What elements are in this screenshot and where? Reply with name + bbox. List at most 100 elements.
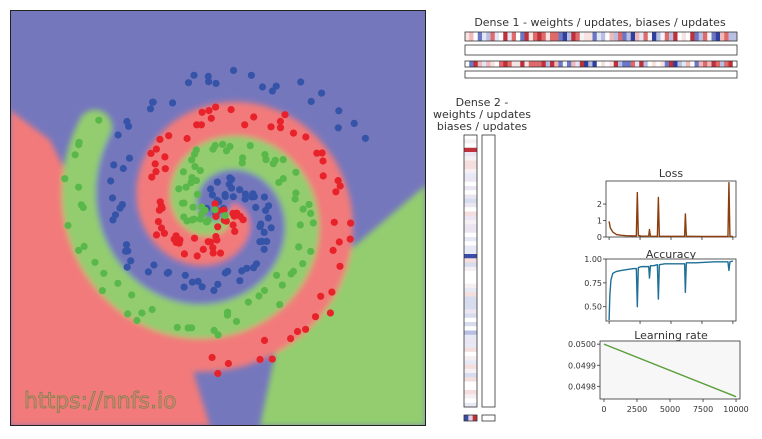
red-data-point — [152, 168, 160, 176]
dense2-weight-cell — [464, 368, 477, 374]
green-data-point — [204, 216, 212, 224]
blue-data-point — [268, 87, 276, 95]
red-data-point — [224, 359, 232, 368]
dense1-weight-cell — [533, 32, 538, 41]
blue-data-point — [125, 154, 134, 162]
red-data-point — [212, 212, 220, 221]
dense1-bias-cell — [698, 61, 704, 67]
dense1-bias-cell — [473, 61, 479, 67]
dense1-weight-cell — [516, 32, 521, 41]
dense1-weight-cell — [613, 32, 619, 41]
dense2-bias-cell — [472, 415, 478, 421]
dense1-weight-cell — [630, 32, 636, 41]
blue-data-point — [213, 178, 221, 186]
dense1-bias-cell — [630, 61, 636, 67]
blue-data-point — [111, 211, 120, 219]
dense1-weight-cell — [486, 32, 491, 41]
green-data-point — [175, 185, 183, 193]
dense2-weight-cell — [464, 254, 477, 259]
dense1-bias-cell — [592, 61, 598, 67]
dense1-weight-cell — [558, 32, 564, 41]
dense1-weight-cell — [686, 32, 691, 41]
dense2-weight-cell — [464, 305, 477, 310]
dense1-bias-cell — [528, 61, 534, 67]
green-data-point — [291, 195, 299, 203]
green-data-point — [190, 215, 198, 223]
dense1-panel: Dense 1 - weights / updates, biases / up… — [464, 16, 738, 79]
red-data-point — [180, 250, 188, 258]
y-tick-label: 0.50 — [584, 303, 602, 312]
dense1-weight-cell — [537, 32, 542, 41]
red-data-point — [212, 103, 220, 111]
dense1-bias-cell — [541, 61, 547, 67]
blue-data-point — [238, 267, 246, 275]
dense1-weight-cell — [720, 32, 725, 41]
dense2-weight-cell — [464, 237, 477, 242]
dense1-bias-cell — [486, 61, 491, 67]
x-tick-label: 2500 — [627, 405, 647, 414]
dense1-bias-cell — [503, 61, 508, 67]
red-data-point — [190, 234, 199, 242]
dense1-bias-cell — [707, 61, 712, 67]
accuracy-chart: Accuracy 0.50 0.75 1.00 — [584, 248, 737, 324]
blue-data-point — [264, 214, 272, 222]
blue-data-point — [229, 66, 238, 74]
blue-data-point — [350, 119, 358, 127]
dense2-weight-cell — [464, 152, 477, 157]
dense1-weight-cell — [698, 32, 704, 41]
red-data-point — [214, 369, 222, 378]
dense2-weight-cell — [464, 245, 477, 251]
dense1-bias-cell — [732, 61, 738, 67]
dense1-bias-cell — [690, 61, 695, 67]
red-data-point — [151, 160, 159, 168]
green-data-point — [223, 311, 232, 319]
blue-data-point — [190, 71, 198, 79]
green-data-point — [296, 221, 304, 229]
red-data-point — [147, 149, 155, 157]
plot-frame — [10, 10, 426, 426]
blue-data-point — [165, 268, 173, 276]
green-data-point — [189, 203, 197, 211]
blue-data-point — [226, 174, 234, 182]
dense1-weight-cell — [681, 32, 687, 41]
green-data-point — [196, 167, 204, 175]
dense1-weight-updates-bar — [464, 44, 738, 56]
red-data-point — [172, 232, 180, 240]
dense2-weight-cell — [464, 186, 477, 191]
dense2-weight-cell — [464, 139, 477, 144]
green-data-point — [292, 168, 300, 176]
dense1-weight-cell — [567, 32, 572, 41]
blue-data-point — [236, 277, 244, 285]
green-data-point — [148, 305, 156, 314]
green-data-point — [188, 156, 196, 164]
red-data-point — [241, 121, 249, 129]
dense2-weight-cell — [464, 292, 477, 297]
blue-data-point — [205, 78, 213, 86]
dense1-weight-cell — [550, 32, 555, 41]
dense2-weight-cell — [464, 364, 477, 370]
dense1-weight-cell — [554, 32, 559, 41]
series-line — [603, 343, 737, 398]
green-data-point — [184, 324, 192, 332]
blue-data-point — [334, 124, 342, 132]
dense2-weight-cell — [464, 402, 477, 408]
learning-rate-title: Learning rate — [634, 329, 708, 342]
green-data-point — [221, 212, 229, 220]
dense1-weight-cell — [584, 32, 589, 41]
dense1-bias-cell — [673, 61, 678, 67]
blue-data-point — [227, 184, 236, 192]
dense1-bias-cell — [554, 61, 559, 67]
dense1-weight-cell — [690, 32, 695, 41]
green-data-point — [276, 301, 284, 309]
dense2-weight-cell — [464, 334, 477, 340]
green-data-point — [180, 213, 188, 221]
blue-data-point — [241, 195, 249, 203]
green-data-point — [114, 279, 122, 287]
red-data-point — [347, 219, 355, 227]
blue-data-point — [361, 134, 369, 142]
green-data-point — [210, 326, 218, 334]
dense2-title-line1: Dense 2 - — [456, 96, 509, 109]
x-tick-label: 10000 — [723, 405, 748, 414]
red-data-point — [160, 229, 168, 237]
dense2-weight-cell — [464, 385, 477, 391]
